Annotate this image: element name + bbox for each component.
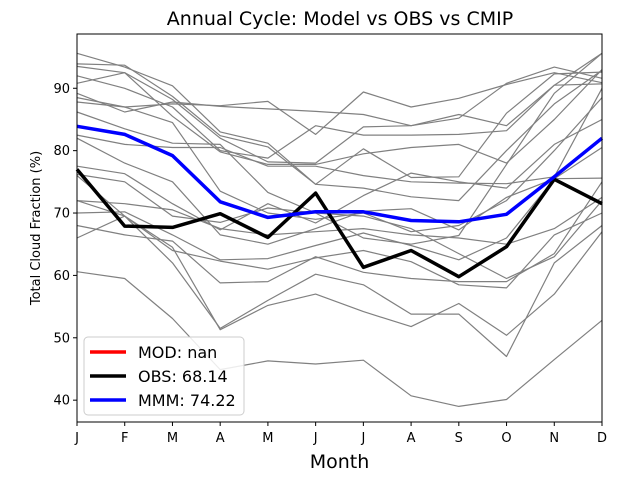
legend-label: MMM: 74.22 <box>138 391 236 410</box>
cmip-series-line-1 <box>76 52 603 202</box>
x-axis-label: Month <box>310 451 370 473</box>
x-tick-label: S <box>455 431 463 446</box>
legend-label: MOD: nan <box>138 343 217 362</box>
x-tick-label: D <box>597 431 607 446</box>
cmip-series-line-17 <box>76 200 603 358</box>
y-axis: 40 50 60 70 80 90 <box>53 82 77 409</box>
x-tick-label: F <box>121 431 128 446</box>
cmip-series-line-15 <box>76 175 603 289</box>
main-lines <box>75 124 604 279</box>
chart-title: Annual Cycle: Model vs OBS vs CMIP <box>167 8 513 30</box>
legend-label: OBS: 68.14 <box>138 367 228 386</box>
cmip-lines <box>76 52 603 407</box>
cmip-series-line-6 <box>76 72 603 135</box>
legend: MOD: nan OBS: 68.14 MMM: 74.22 <box>83 336 245 416</box>
x-tick-label: M <box>262 431 273 446</box>
y-tick-label: 60 <box>53 269 70 284</box>
x-tick-label: N <box>549 431 559 446</box>
x-tick-label: J <box>313 431 318 446</box>
plot-frame <box>76 33 603 423</box>
cmip-series-line-2 <box>76 63 603 185</box>
cmip-series-line-7 <box>76 69 603 165</box>
cmip-series-line-12 <box>76 173 603 280</box>
x-tick-label: J <box>74 431 79 446</box>
y-tick-label: 50 <box>53 331 70 346</box>
cmip-series-line-11 <box>76 118 603 231</box>
y-tick-label: 90 <box>53 82 70 97</box>
x-tick-label: O <box>501 431 511 446</box>
obs-series-line <box>75 168 603 279</box>
cmip-series-line-16 <box>76 181 603 284</box>
x-tick-label: A <box>407 431 416 446</box>
cmip-series-line-8 <box>76 52 603 245</box>
cmip-series-line-19 <box>76 271 603 407</box>
y-tick-label: 40 <box>53 394 70 409</box>
y-tick-label: 80 <box>53 144 70 159</box>
cmip-series-line-9 <box>76 88 603 185</box>
mmm-series-line <box>76 124 604 224</box>
cmip-series-line-14 <box>76 146 603 261</box>
x-tick-label: J <box>360 431 365 446</box>
y-axis-label: Total Cloud Fraction (%) <box>29 151 44 306</box>
legend-box <box>83 336 245 416</box>
x-tick-label: M <box>167 431 178 446</box>
y-tick-label: 70 <box>53 207 70 222</box>
cmip-series-line-3 <box>76 52 603 164</box>
cmip-series-line-20 <box>76 97 603 233</box>
cmip-series-line-18 <box>76 215 603 336</box>
cmip-series-line-10 <box>76 137 603 245</box>
x-tick-label: A <box>216 431 225 446</box>
